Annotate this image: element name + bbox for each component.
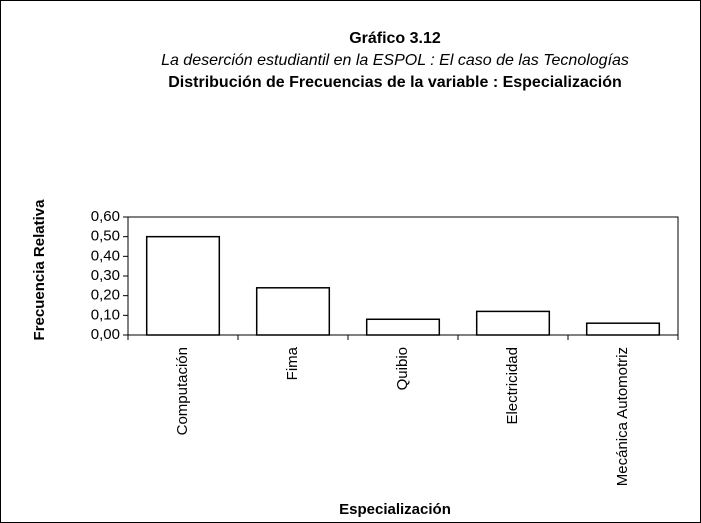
x-tick-label: Quibio [394,347,411,390]
chart-title2: Distribución de Frecuencias de la variab… [168,74,622,91]
bar [585,322,661,336]
chart-title: Gráfico 3.12 [349,30,441,47]
y-tick-label: 0,50 [91,228,120,245]
bar [475,310,551,336]
y-tick-label: 0,00 [91,326,120,343]
x-tick-label: Computación [174,347,191,435]
bar [145,235,221,336]
y-tick-label: 0,60 [91,208,120,225]
x-tick-label: Mecánica Automotriz [614,347,631,486]
title-block: Gráfico 3.12 La deserción estudiantil en… [145,28,645,94]
y-tick-label: 0,10 [91,306,120,323]
y-tick-label: 0,20 [91,287,120,304]
chart-subtitle: La deserción estudiantil en la ESPOL : E… [161,52,629,69]
x-axis-label: Especialización [339,501,451,518]
x-tick-label: Electricidad [504,347,521,425]
bar [255,287,331,336]
y-tick-label: 0,30 [91,267,120,284]
y-axis-label: Frecuencia Relativa [31,199,48,341]
x-tick-label: Fima [284,346,301,380]
y-tick-label: 0,40 [91,247,120,264]
bar [365,318,441,336]
